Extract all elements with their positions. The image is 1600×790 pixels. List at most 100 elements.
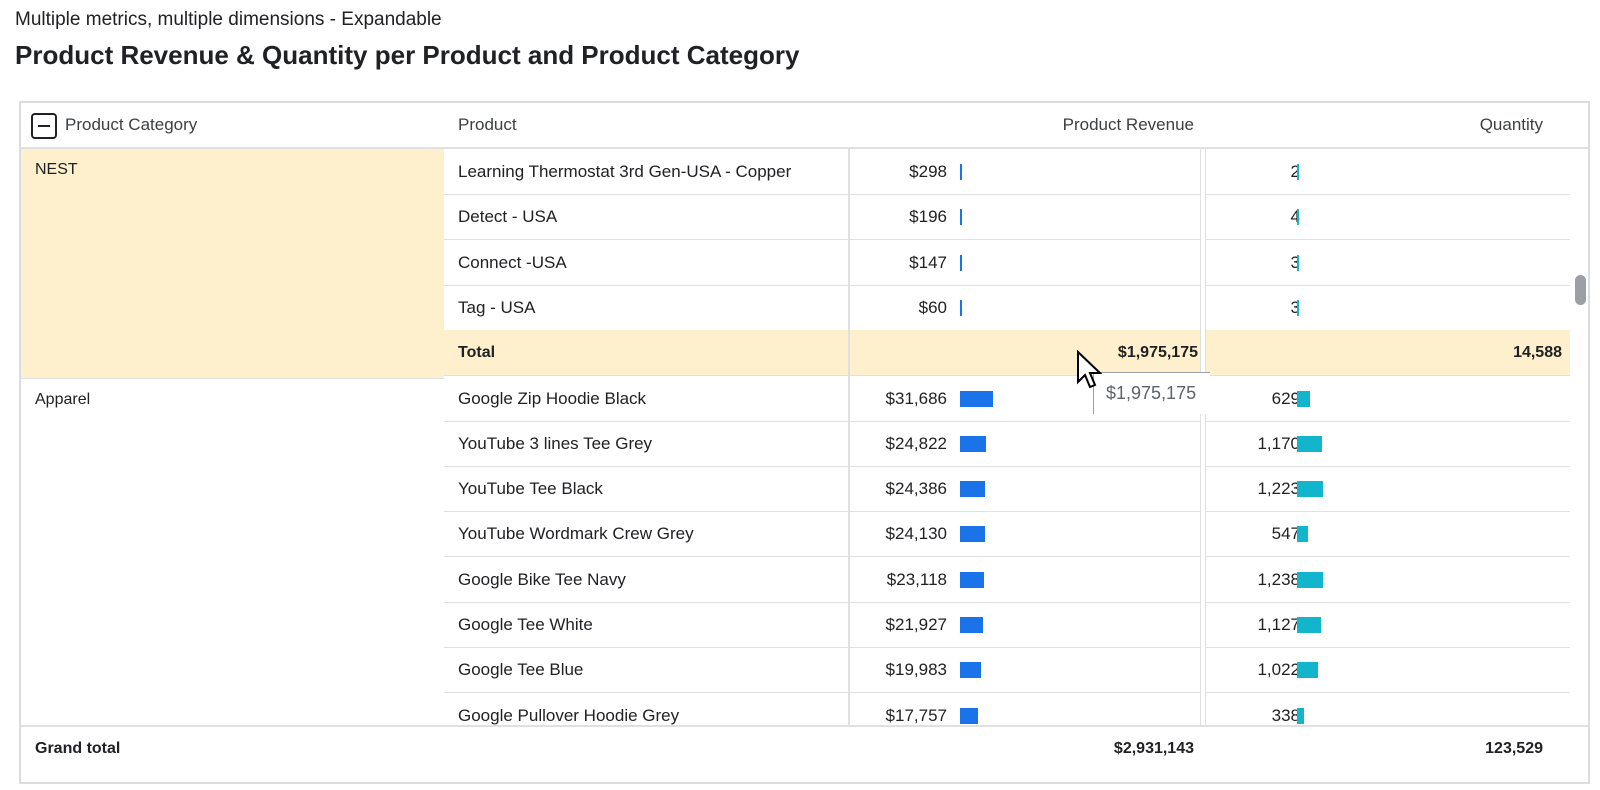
category-cell-nest[interactable]: NEST: [21, 149, 444, 379]
revenue-bar: [960, 617, 983, 633]
revenue-bar: [960, 299, 962, 316]
category-cell-apparel[interactable]: Apparel: [21, 379, 444, 725]
revenue-value: $17,757: [885, 705, 947, 725]
scrollbar-thumb[interactable]: [1575, 275, 1586, 305]
revenue-bar: [960, 571, 985, 588]
quantity-bar: [1297, 662, 1319, 679]
revenue-value: $19,983: [885, 660, 947, 680]
revenue-bar: [960, 390, 993, 407]
quantity-value: 3: [1290, 297, 1300, 317]
product-name: Google Zip Hoodie Black: [458, 388, 647, 408]
grand-total-row: Grand total $2,931,143 123,529: [21, 725, 1588, 770]
category-label: Apparel: [35, 391, 91, 408]
revenue-value: $23,118: [886, 569, 947, 589]
revenue-value: $24,386: [885, 479, 947, 499]
quantity-bar: [1297, 617, 1321, 633]
grand-total-revenue: $2,931,143: [1113, 740, 1194, 757]
revenue-bar: [960, 209, 962, 226]
total-quantity: 14,588: [1513, 344, 1562, 362]
quantity-value: 338: [1271, 705, 1300, 725]
table-row[interactable]: Google Zip Hoodie Black $31,686 629: [444, 376, 1572, 422]
quantity-bar: [1297, 481, 1323, 498]
quantity-bar: [1297, 707, 1305, 724]
revenue-bar: [960, 254, 962, 271]
grand-total-label: Grand total: [35, 740, 121, 757]
total-revenue: $1,975,175: [1117, 344, 1198, 362]
table-row[interactable]: Google Tee Blue $19,983 1,022: [444, 647, 1572, 694]
quantity-bar: [1297, 571, 1323, 588]
quantity-bar: [1297, 526, 1309, 543]
revenue-bar: [960, 435, 986, 452]
revenue-bar: [960, 481, 986, 498]
quantity-value: 547: [1271, 524, 1300, 544]
revenue-bar: [960, 526, 986, 543]
quantity-value: 629: [1271, 388, 1300, 408]
product-name: YouTube Tee Black: [458, 479, 603, 499]
quantity-bar: [1297, 254, 1299, 271]
table-row[interactable]: Tag - USA $60 3: [444, 285, 1572, 331]
quantity-value: 1,170: [1257, 433, 1300, 453]
pivot-table: Product Category Product Product Revenue…: [19, 101, 1590, 784]
product-name: YouTube Wordmark Crew Grey: [458, 524, 694, 544]
product-name: Google Pullover Hoodie Grey: [458, 705, 680, 725]
table-row[interactable]: YouTube 3 lines Tee Grey $24,822 1,170: [444, 421, 1572, 467]
table-row[interactable]: Google Pullover Hoodie Grey $17,757 338: [444, 693, 1572, 725]
table-row[interactable]: Google Tee White $21,927 1,127: [444, 602, 1572, 648]
quantity-value: 1,022: [1257, 660, 1300, 680]
quantity-value: 2: [1290, 162, 1300, 181]
quantity-bar: [1297, 164, 1299, 180]
category-label: NEST: [35, 161, 78, 178]
quantity-value: 1,127: [1257, 615, 1300, 634]
revenue-bar: [960, 707, 979, 724]
report-subtitle: Multiple metrics, multiple dimensions - …: [15, 9, 442, 30]
total-row[interactable]: Total $1,975,175 14,588: [444, 330, 1572, 377]
table-row[interactable]: YouTube Tee Black $24,386 1,223: [444, 466, 1572, 513]
revenue-value: $24,822: [885, 433, 947, 453]
header-product-revenue[interactable]: Product Revenue: [1062, 115, 1194, 134]
quantity-value: 3: [1290, 252, 1300, 272]
mouse-pointer-icon: [1077, 350, 1102, 389]
revenue-bar: [960, 662, 981, 679]
table-row[interactable]: YouTube Wordmark Crew Grey $24,130 547: [444, 511, 1572, 558]
table-header: Product Category Product Product Revenue…: [21, 103, 1588, 149]
revenue-bar: [960, 164, 962, 180]
revenue-value: $298: [909, 162, 947, 181]
header-product-category[interactable]: Product Category: [65, 115, 198, 134]
value-tooltip: $1,975,175: [1093, 372, 1210, 414]
product-name: Tag - USA: [458, 297, 536, 317]
header-product[interactable]: Product: [458, 115, 517, 134]
grand-total-quantity: 123,529: [1485, 740, 1543, 757]
revenue-value: $60: [918, 297, 947, 317]
vertical-scrollbar[interactable]: [1570, 149, 1588, 725]
product-name: Google Tee White: [458, 615, 593, 634]
product-name: Google Tee Blue: [458, 660, 584, 680]
product-name: Google Bike Tee Navy: [458, 569, 626, 589]
collapse-icon[interactable]: [31, 113, 57, 139]
product-name: Connect -USA: [458, 252, 567, 272]
product-name: Detect - USA: [458, 207, 558, 227]
revenue-value: $21,927: [885, 615, 947, 634]
revenue-value: $196: [909, 207, 947, 227]
table-row[interactable]: Detect - USA $196 4: [444, 194, 1572, 241]
report-title: Product Revenue & Quantity per Product a…: [15, 40, 800, 70]
product-name: Learning Thermostat 3rd Gen-USA - Copper: [458, 162, 792, 181]
quantity-bar: [1297, 299, 1299, 316]
header-quantity[interactable]: Quantity: [1479, 115, 1543, 134]
quantity-bar: [1297, 209, 1299, 226]
table-row[interactable]: Learning Thermostat 3rd Gen-USA - Copper…: [444, 149, 1572, 195]
quantity-value: 1,223: [1257, 479, 1300, 499]
product-name: YouTube 3 lines Tee Grey: [458, 433, 653, 453]
table-row[interactable]: Google Bike Tee Navy $23,118 1,238: [444, 557, 1572, 603]
quantity-bar: [1297, 390, 1311, 407]
table-body[interactable]: NEST Apparel Learning Thermostat 3rd Gen…: [21, 149, 1572, 725]
column-divider: [1200, 149, 1206, 769]
revenue-value: $24,130: [885, 524, 947, 544]
quantity-bar: [1297, 435, 1322, 452]
revenue-value: $147: [909, 252, 947, 272]
total-label: Total: [458, 344, 496, 362]
quantity-value: 1,238: [1257, 569, 1300, 589]
column-divider: [848, 149, 850, 769]
table-row[interactable]: Connect -USA $147 3: [444, 240, 1572, 286]
revenue-value: $31,686: [885, 388, 947, 408]
quantity-value: 4: [1290, 207, 1300, 227]
